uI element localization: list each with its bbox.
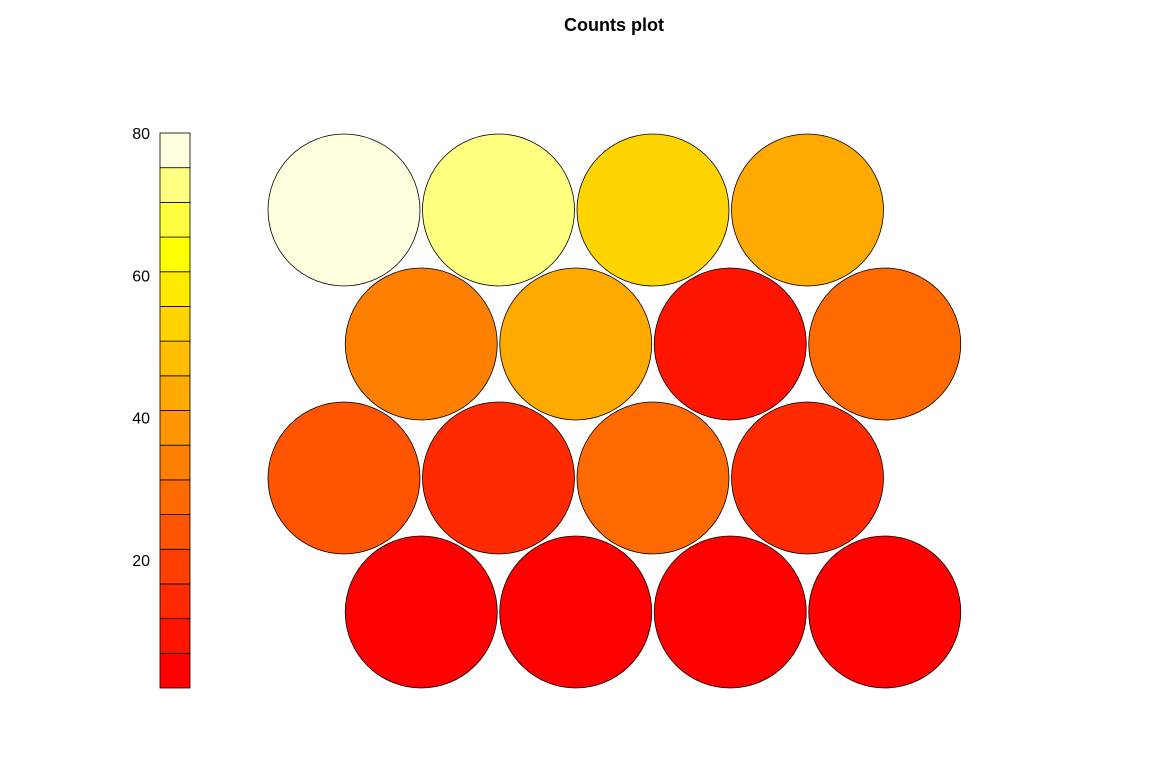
legend-swatch — [159, 444, 191, 481]
hex-cell — [808, 535, 962, 689]
hex-cell — [731, 401, 884, 555]
hex-cell — [499, 535, 653, 689]
legend-swatch — [159, 514, 191, 550]
legend-swatch — [159, 340, 191, 377]
hex-cell — [653, 267, 807, 421]
hex-cell — [731, 133, 884, 287]
hex-cell — [267, 401, 421, 555]
legend-swatch — [159, 132, 191, 169]
legend-swatch — [159, 201, 191, 238]
color-legend: 20 40 60 80 — [132, 126, 191, 689]
hex-cells — [267, 133, 962, 689]
hex-cell — [344, 267, 498, 421]
hex-cell — [808, 267, 962, 421]
hex-cell — [653, 535, 807, 689]
hex-cell — [576, 133, 730, 287]
legend-swatch — [159, 548, 191, 585]
legend-swatch — [159, 479, 191, 515]
hex-cell — [422, 401, 575, 555]
hex-cell — [422, 133, 575, 287]
legend-swatch — [159, 271, 191, 307]
hex-cell — [499, 267, 653, 421]
legend-tick-label: 40 — [132, 411, 150, 428]
chart-title: Counts plot — [564, 15, 664, 35]
legend-swatch — [159, 652, 191, 689]
legend-swatch — [159, 167, 191, 203]
legend-swatch — [159, 375, 191, 411]
legend-swatch — [159, 236, 191, 273]
hex-cell — [576, 401, 730, 555]
legend-swatch — [159, 306, 191, 342]
legend-swatch — [159, 410, 191, 446]
legend-swatch — [159, 583, 191, 620]
legend-tick-label: 60 — [132, 268, 150, 285]
legend-tick-label: 20 — [132, 553, 150, 570]
hex-cell — [344, 535, 498, 689]
legend-tick-label: 80 — [132, 126, 150, 143]
legend-swatch — [159, 618, 191, 654]
hex-cell — [267, 133, 421, 287]
